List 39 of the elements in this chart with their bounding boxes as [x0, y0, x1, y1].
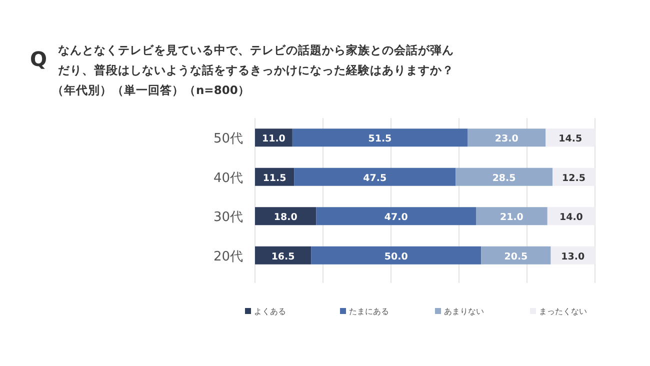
text: （年代別）（単一回答）（n=800）: [52, 83, 250, 97]
data-label: 47.5: [363, 172, 387, 184]
bar: [311, 246, 482, 264]
data-label: 13.0: [561, 251, 586, 262]
data-label: 11.0: [262, 134, 286, 145]
y-tick-label: 50代: [213, 132, 243, 147]
data-label: 11.5: [262, 172, 286, 184]
data-label: 50.0: [384, 251, 408, 262]
data-label: 47.0: [384, 212, 408, 224]
data-label: 16.5: [271, 251, 295, 262]
legend-label: たまにある: [349, 307, 389, 316]
bar: [481, 246, 551, 264]
y-tick-label: 40代: [213, 170, 243, 186]
bar: [294, 168, 456, 186]
data-label: 23.0: [494, 134, 519, 145]
bar: [546, 128, 595, 147]
data-label: 12.5: [562, 172, 586, 184]
data-label: 51.5: [368, 134, 392, 145]
bar: [547, 207, 595, 226]
text: Q: [30, 47, 48, 71]
data-label: 18.0: [274, 212, 298, 224]
bar: [468, 128, 546, 147]
y-tick-label: 30代: [213, 210, 243, 226]
data-label: 14.0: [559, 212, 584, 224]
data-label: 20.5: [504, 251, 528, 262]
bar: [456, 168, 552, 186]
bar: [316, 207, 476, 226]
data-label: 28.5: [492, 172, 516, 184]
legend-label: よくある: [254, 307, 286, 316]
data-label: 14.5: [558, 134, 582, 145]
chart-title: なんとなくテレビを見ている中で、テレビの話題から家族との会話が弾んだり、普段はしないような話をするきっかけになった経験はありますか？: [58, 43, 454, 77]
bar: [292, 128, 468, 147]
legend-label: あまりない: [444, 307, 484, 316]
y-tick-label: 20代: [213, 249, 243, 264]
bar: [255, 207, 316, 226]
data-label: 21.0: [500, 212, 524, 224]
bar: [476, 207, 548, 226]
legend-label: まったくない: [539, 307, 587, 316]
bar: [255, 246, 312, 264]
